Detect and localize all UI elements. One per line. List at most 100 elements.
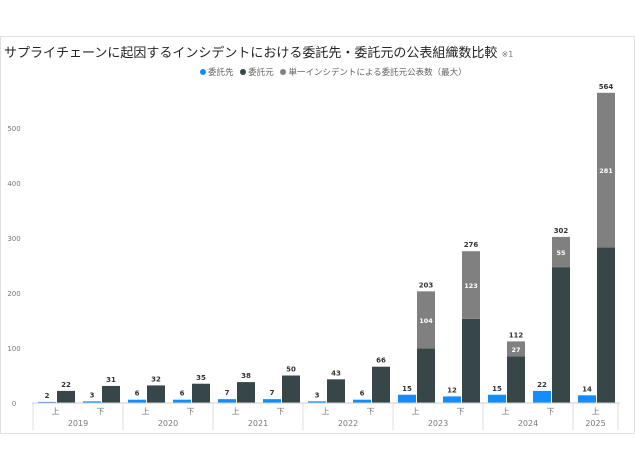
data-label-inner: 104 <box>419 317 433 325</box>
data-label: 6 <box>135 390 140 398</box>
data-label: 3 <box>90 391 95 399</box>
year-label: 2021 <box>248 419 268 428</box>
data-label-inner: 27 <box>511 346 520 354</box>
x-tick-label: 下 <box>277 407 285 416</box>
year-label: 2024 <box>518 419 538 428</box>
data-label: 2 <box>45 392 50 400</box>
data-label-total: 50 <box>286 366 296 374</box>
bar-itakumoto <box>327 379 345 403</box>
chart-title: サプライチェーンに起因するインシデントにおける委託先・委託元の公表組織数比較 ※… <box>4 42 513 61</box>
data-label: 22 <box>537 381 547 389</box>
data-label: 15 <box>492 385 502 393</box>
bar-itakumoto <box>417 348 435 403</box>
bar-itakusaki <box>38 401 56 403</box>
data-label-total: 276 <box>464 241 479 249</box>
data-label-total: 564 <box>599 83 614 91</box>
x-tick-label: 下 <box>367 407 375 416</box>
x-tick-label: 上 <box>592 407 600 416</box>
legend: 委託先 委託元 単一インシデントによる委託元公表数（最大） <box>196 66 467 78</box>
data-label: 6 <box>360 390 365 398</box>
bar-itakumoto <box>192 383 210 403</box>
data-label-inner: 123 <box>464 282 478 290</box>
bar-itakumoto <box>57 390 75 403</box>
bar-single-incident <box>597 92 615 248</box>
bar-itakumoto <box>597 247 615 403</box>
title-text: サプライチェーンに起因するインシデントにおける委託先・委託元の公表組織数比較 <box>4 46 498 61</box>
bar-itakumoto <box>102 385 120 403</box>
bar-itakumoto <box>552 267 570 403</box>
data-label: 7 <box>225 389 230 397</box>
legend-dot-icon <box>280 69 287 75</box>
data-label-total: 302 <box>554 227 569 235</box>
title-note: ※1 <box>501 50 514 59</box>
y-tick-label: 100 <box>7 345 20 353</box>
bar-itakusaki <box>308 401 326 403</box>
data-label-total: 32 <box>151 375 161 383</box>
data-label-total: 31 <box>106 376 116 384</box>
data-label-total: 38 <box>241 372 251 380</box>
x-tick-label: 上 <box>142 407 150 416</box>
legend-dot-icon <box>200 69 206 75</box>
x-tick-label: 上 <box>52 407 60 416</box>
data-label-total: 43 <box>331 369 341 377</box>
bar-itakusaki <box>533 390 551 403</box>
x-tick-label: 上 <box>322 407 330 416</box>
data-label: 12 <box>447 386 457 394</box>
x-tick-label: 下 <box>97 407 105 416</box>
data-label-inner: 55 <box>556 249 566 257</box>
bar-itakusaki <box>398 394 416 403</box>
bar-itakumoto <box>147 385 165 403</box>
data-label-total: 203 <box>419 281 434 289</box>
bar-itakumoto <box>237 382 255 403</box>
bar-itakusaki <box>173 399 191 403</box>
x-tick-label: 下 <box>547 407 555 416</box>
bar-single-incident <box>507 341 525 357</box>
legend-label[interactable]: 委託先 <box>208 68 234 78</box>
legend-dot-icon <box>240 69 247 75</box>
x-tick-label: 上 <box>232 407 240 416</box>
y-tick-label: 400 <box>7 180 20 188</box>
bar-itakusaki <box>263 399 281 403</box>
year-label: 2025 <box>585 419 605 428</box>
bar-itakumoto <box>372 366 390 403</box>
year-label: 2019 <box>68 419 88 428</box>
bar-single-incident <box>552 236 570 268</box>
bar-itakumoto <box>282 375 300 403</box>
data-label-inner: 281 <box>599 167 613 175</box>
year-label: 2023 <box>428 419 448 428</box>
data-label-total: 35 <box>196 374 206 382</box>
bar-itakusaki <box>578 395 596 403</box>
data-label: 14 <box>582 385 592 393</box>
data-label-total: 112 <box>509 331 524 339</box>
y-tick-label: 500 <box>7 125 20 133</box>
y-tick-label: 200 <box>7 290 20 298</box>
year-label: 2022 <box>338 419 358 428</box>
legend-label[interactable]: 委託元 <box>248 68 274 78</box>
data-label-total: 22 <box>61 381 71 389</box>
bar-single-incident <box>462 251 480 319</box>
data-label: 15 <box>402 385 412 393</box>
x-tick-label: 上 <box>502 407 510 416</box>
bar-itakusaki <box>488 394 506 403</box>
bar-itakusaki <box>128 399 146 403</box>
year-label: 2020 <box>158 419 178 428</box>
y-tick-label: 0 <box>12 400 16 408</box>
legend-label[interactable]: 単一インシデントによる委託元公表数（最大） <box>288 68 467 78</box>
data-label: 6 <box>180 390 185 398</box>
data-label: 3 <box>315 391 320 399</box>
x-tick-label: 下 <box>187 407 195 416</box>
x-tick-label: 上 <box>412 407 420 416</box>
bar-itakumoto <box>462 318 480 403</box>
data-label: 7 <box>270 389 275 397</box>
bar-itakusaki <box>443 396 461 403</box>
bar-itakusaki <box>353 399 371 403</box>
bar-itakusaki <box>83 401 101 403</box>
data-label-total: 66 <box>376 357 386 365</box>
bar-itakusaki <box>218 399 236 403</box>
x-tick-label: 下 <box>457 407 465 416</box>
bar-single-incident <box>417 291 435 349</box>
bar-itakumoto <box>507 356 525 403</box>
y-tick-label: 300 <box>7 235 20 243</box>
